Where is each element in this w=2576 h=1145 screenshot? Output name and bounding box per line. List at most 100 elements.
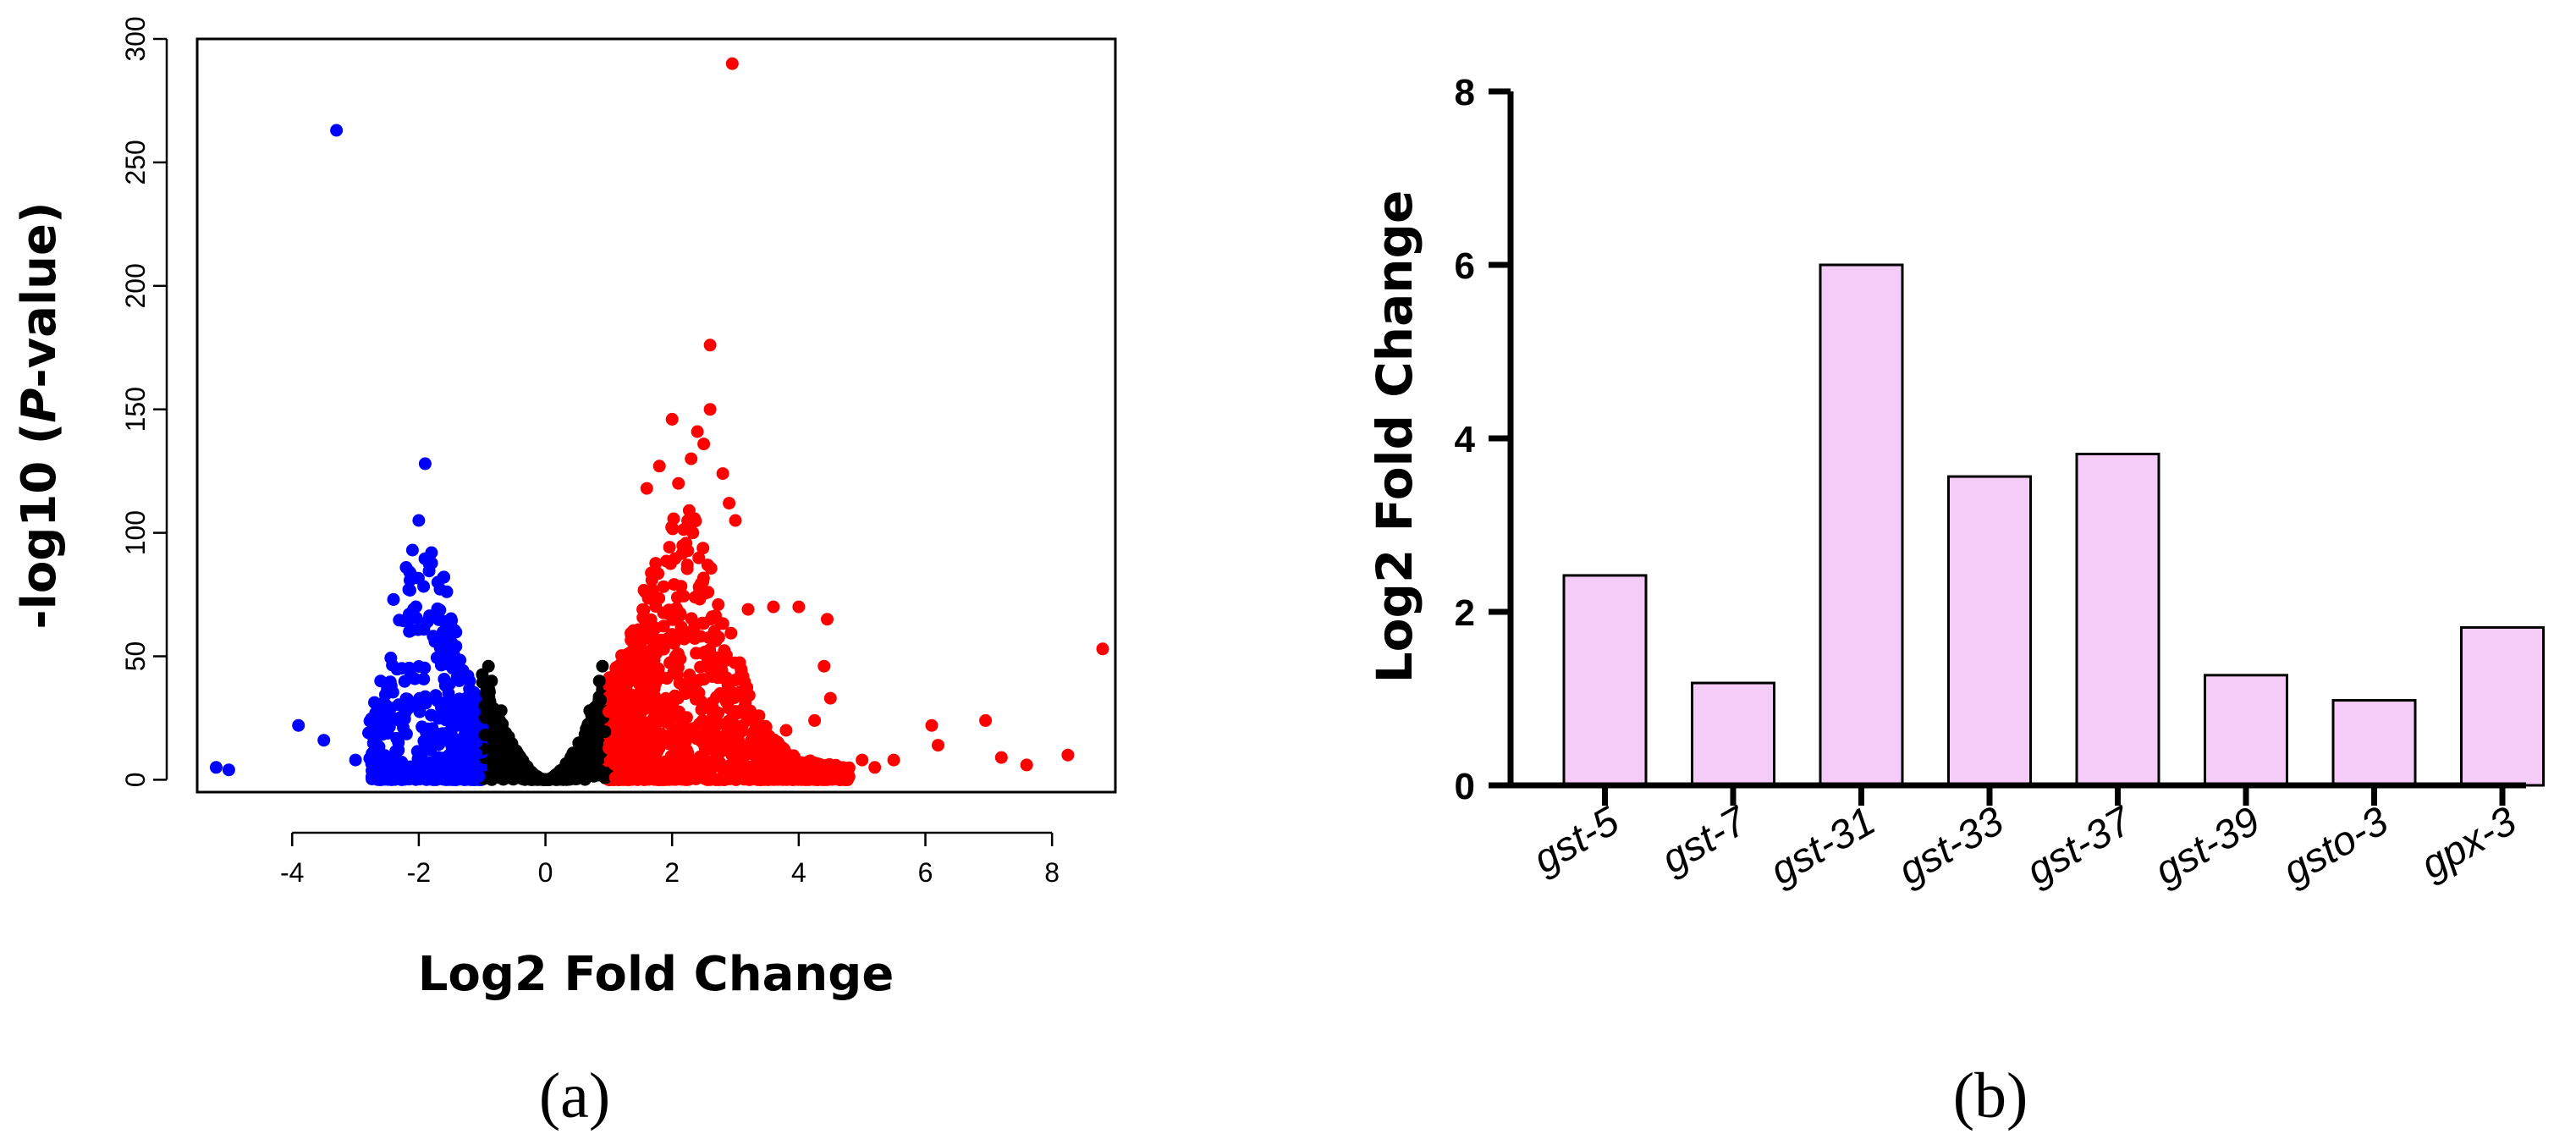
bar-y-tick-label: 6 [1455, 245, 1475, 287]
volcano-cloud-point [638, 740, 652, 753]
volcano-cloud-point [608, 771, 622, 784]
volcano-cloud-point [405, 612, 418, 625]
volcano-cloud-point [364, 728, 377, 740]
volcano-cloud-point [368, 696, 381, 709]
volcano-cloud-point [806, 766, 819, 779]
volcano-cloud-point [469, 692, 482, 706]
volcano-point-up-regulated [716, 467, 729, 481]
volcano-cloud-point [403, 661, 416, 674]
volcano-cloud-point [553, 770, 567, 784]
volcano-highlight-points [209, 57, 1109, 777]
volcano-cloud-point [404, 574, 416, 587]
volcano-cloud-point [462, 753, 476, 767]
bar-gpx-3 [2460, 625, 2545, 787]
volcano-cloud-point [714, 773, 728, 786]
volcano-point-down-regulated [292, 718, 305, 732]
volcano-point-up-regulated [767, 600, 780, 614]
volcano-cloud-point [615, 717, 629, 729]
bar-y-tick-label: 8 [1455, 72, 1475, 113]
volcano-cloud-point [638, 585, 652, 598]
volcano-cloud-point [652, 736, 666, 750]
volcano-cloud-point [695, 703, 708, 716]
volcano-cloud-point [670, 591, 684, 604]
volcano-point-not-significant [583, 704, 597, 718]
volcano-cloud-point [676, 539, 690, 553]
volcano-y-tick-label: 0 [120, 773, 151, 788]
volcano-cloud-point [431, 694, 444, 707]
volcano-cloud-point [478, 729, 492, 741]
volcano-point-up-regulated [725, 57, 739, 70]
volcano-point-up-regulated [703, 403, 717, 416]
volcano-point-up-regulated [932, 739, 944, 752]
volcano-point-not-significant [494, 704, 508, 718]
volcano-cloud-point [750, 755, 763, 768]
volcano-cloud-point [670, 648, 684, 662]
volcano-point-down-regulated [387, 592, 400, 606]
volcano-cloud-point [430, 651, 443, 664]
volcano-cloud-point [509, 768, 522, 782]
volcano-cloud-point [385, 773, 399, 785]
bar-y-axis-title: Log2 Fold Change [1366, 190, 1423, 684]
volcano-cloud-point [492, 756, 505, 769]
volcano-point-not-significant [485, 674, 498, 688]
volcano-cloud-point [649, 621, 663, 635]
volcano-cloud-point [431, 773, 444, 786]
volcano-y-tick-label: 100 [120, 510, 151, 555]
volcano-point-up-regulated [703, 339, 717, 352]
volcano-cloud-point [643, 697, 657, 711]
volcano-cloud-point [649, 557, 663, 570]
volcano-cloud-point [712, 597, 725, 611]
volcano-cloud-point [696, 575, 710, 588]
volcano-cloud-point [663, 541, 676, 554]
volcano-cloud-point [470, 735, 483, 749]
volcano-cloud-point [394, 714, 406, 728]
volcano-cloud-point [724, 626, 738, 640]
volcano-cloud-point [705, 696, 718, 709]
volcano-point-up-regulated [665, 412, 679, 426]
volcano-point-down-regulated [412, 514, 426, 527]
volcano-cloud-point [625, 626, 637, 640]
volcano-point-up-regulated [887, 753, 900, 767]
volcano-cloud-point [696, 542, 710, 555]
volcano-point-up-regulated [792, 600, 806, 614]
bar-category-label: gst-37 [2019, 797, 2141, 894]
volcano-point-down-regulated [431, 575, 444, 589]
volcano-cloud-point [392, 743, 405, 757]
volcano-y-tick-label: 300 [120, 16, 151, 61]
volcano-cloud-point [438, 753, 452, 766]
volcano-cloud-point [479, 711, 492, 724]
volcano-cloud-point [614, 760, 628, 773]
bar-x-axis: gst-5 gst-7 gst-31 gst-33 gst-37 gst-39 gsto-3… [1526, 785, 2524, 894]
volcano-cloud-point [393, 614, 406, 627]
volcano-cloud-point [493, 713, 506, 727]
volcano-cloud-point [438, 679, 452, 692]
volcano-cloud-point [669, 770, 682, 784]
volcano-cloud-point [637, 624, 651, 637]
volcano-cloud-point [508, 747, 521, 761]
volcano-cloud-point [666, 522, 680, 536]
volcano-point-up-regulated [760, 734, 773, 747]
volcano-cloud-point [668, 578, 681, 592]
volcano-point-up-regulated [697, 438, 711, 451]
volcano-cloud-point [411, 752, 425, 765]
volcano-cloud-point [704, 562, 718, 575]
volcano-cloud-point [679, 743, 692, 757]
volcano-cloud-point [709, 719, 723, 733]
volcano-point-up-regulated [652, 460, 666, 473]
volcano-x-tick-label: 2 [664, 857, 680, 888]
volcano-cloud-point [647, 566, 661, 580]
volcano-cloud-point [749, 723, 762, 736]
volcano-cloud-point [498, 772, 512, 785]
volcano-y-tick-label: 50 [120, 641, 151, 672]
volcano-cloud-point [390, 663, 404, 676]
volcano-point-up-regulated [925, 718, 938, 732]
volcano-cloud-point [603, 705, 615, 718]
volcano-point-down-regulated [349, 753, 362, 767]
volcano-cloud-point [436, 625, 449, 639]
volcano-cloud-point [817, 762, 831, 776]
volcano-cloud-point [587, 717, 601, 730]
volcano-cloud-point [702, 755, 715, 768]
volcano-cloud-point [674, 620, 688, 634]
volcano-cloud-point [709, 609, 723, 623]
bar-y-tick-label: 2 [1455, 592, 1475, 634]
